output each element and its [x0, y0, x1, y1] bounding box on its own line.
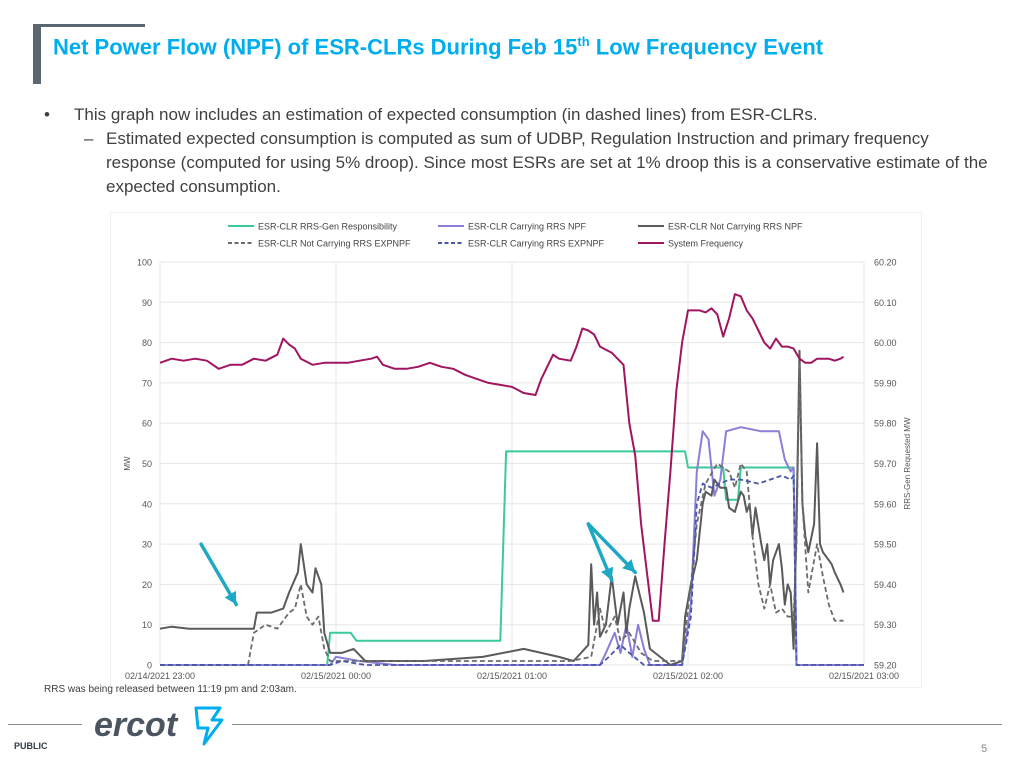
annotation-arrow-head — [601, 566, 614, 581]
slide-title: Net Power Flow (NPF) of ESR-CLRs During … — [53, 34, 823, 60]
x-tick-label: 02/15/2021 01:00 — [477, 671, 547, 681]
y-tick-label: 40 — [142, 499, 152, 509]
y2-tick-label: 59.20 — [874, 661, 897, 671]
y2-tick-label: 59.90 — [874, 378, 897, 388]
chart-series — [159, 293, 864, 666]
y-tick-label: 80 — [142, 338, 152, 348]
page-number: 5 — [981, 743, 988, 755]
legend-label: ESR-CLR RRS-Gen Responsibility — [258, 222, 398, 232]
y2-tick-label: 59.80 — [874, 419, 897, 429]
y2-axis-title: RRS-Gen Requested MW — [903, 417, 912, 509]
footnote: RRS was being released between 11:19 pm … — [44, 684, 297, 695]
legend-label: ESR-CLR Not Carrying RRS EXPNPF — [258, 239, 411, 249]
bullet-list: • This graph now includes an estimation … — [44, 103, 994, 199]
title-accent-bar — [33, 24, 41, 84]
legend-label: ESR-CLR Not Carrying RRS NPF — [668, 222, 803, 232]
chart-frame — [110, 212, 922, 688]
series-line — [160, 361, 844, 666]
bullet-text: This graph now includes an estimation of… — [74, 105, 818, 124]
ercot-logo: ercot — [94, 706, 224, 746]
legend-label: System Frequency — [668, 239, 744, 249]
y-tick-label: 10 — [142, 620, 152, 630]
x-tick-label: 02/15/2021 00:00 — [301, 671, 371, 681]
y2-tick-label: 59.40 — [874, 580, 897, 590]
legend-label: ESR-CLR Carrying RRS EXPNPF — [468, 239, 605, 249]
y2-tick-label: 59.30 — [874, 620, 897, 630]
title-main: Net Power Flow (NPF) of ESR-CLRs During … — [53, 34, 578, 60]
y2-tick-label: 59.60 — [874, 499, 897, 509]
title-accent-line — [33, 24, 145, 27]
bullet-mark: • — [44, 105, 50, 124]
y-tick-label: 50 — [142, 459, 152, 469]
footer-divider-left — [8, 724, 82, 725]
x-tick-label: 02/14/2021 23:00 — [125, 671, 195, 681]
classification-label: PUBLIC — [14, 741, 48, 751]
series-line — [159, 293, 845, 622]
chart-annotations — [199, 522, 637, 607]
lightning-icon — [194, 706, 224, 746]
y-tick-label: 30 — [142, 540, 152, 550]
npf-chart: ESR-CLR RRS-Gen Responsibility ESR-CLR Ca… — [110, 212, 922, 688]
y-tick-label: 100 — [137, 258, 152, 268]
sub-bullet-item: – Estimated expected consumption is comp… — [44, 127, 994, 199]
y-tick-label: 60 — [142, 419, 152, 429]
title-tail: Low Frequency Event — [589, 34, 824, 60]
bullet-item: • This graph now includes an estimation … — [44, 103, 994, 127]
legend-label: ESR-CLR Carrying RRS NPF — [468, 222, 587, 232]
y-tick-label: 90 — [142, 298, 152, 308]
annotation-arrow-head — [622, 559, 636, 573]
chart-legend: ESR-CLR RRS-Gen Responsibility ESR-CLR Ca… — [228, 222, 803, 249]
series-line — [160, 474, 864, 666]
series-line — [160, 426, 864, 666]
y2-tick-label: 60.10 — [874, 298, 897, 308]
y2-tick-label: 59.70 — [874, 459, 897, 469]
y2-tick-label: 59.50 — [874, 540, 897, 550]
x-tick-label: 02/15/2021 03:00 — [829, 671, 899, 681]
series-line — [160, 450, 864, 666]
x-tick-label: 02/15/2021 02:00 — [653, 671, 723, 681]
y-tick-label: 70 — [142, 378, 152, 388]
sub-bullet-mark: – — [84, 129, 94, 148]
y2-tick-label: 60.00 — [874, 338, 897, 348]
logo-wordmark: ercot — [94, 706, 179, 744]
y-tick-label: 20 — [142, 580, 152, 590]
y-tick-label: 0 — [147, 661, 152, 671]
chart-axes: 0 10 20 30 40 50 60 70 80 90 100 59.20 59.30 59.40 59.… — [123, 258, 912, 682]
footer-divider-right — [232, 724, 1002, 725]
y2-tick-label: 60.20 — [874, 258, 897, 268]
title-superscript: th — [577, 34, 590, 49]
annotation-arrow-head — [224, 590, 237, 605]
y-axis-title: MW — [123, 456, 132, 471]
sub-bullet-text: Estimated expected consumption is comput… — [106, 129, 988, 196]
